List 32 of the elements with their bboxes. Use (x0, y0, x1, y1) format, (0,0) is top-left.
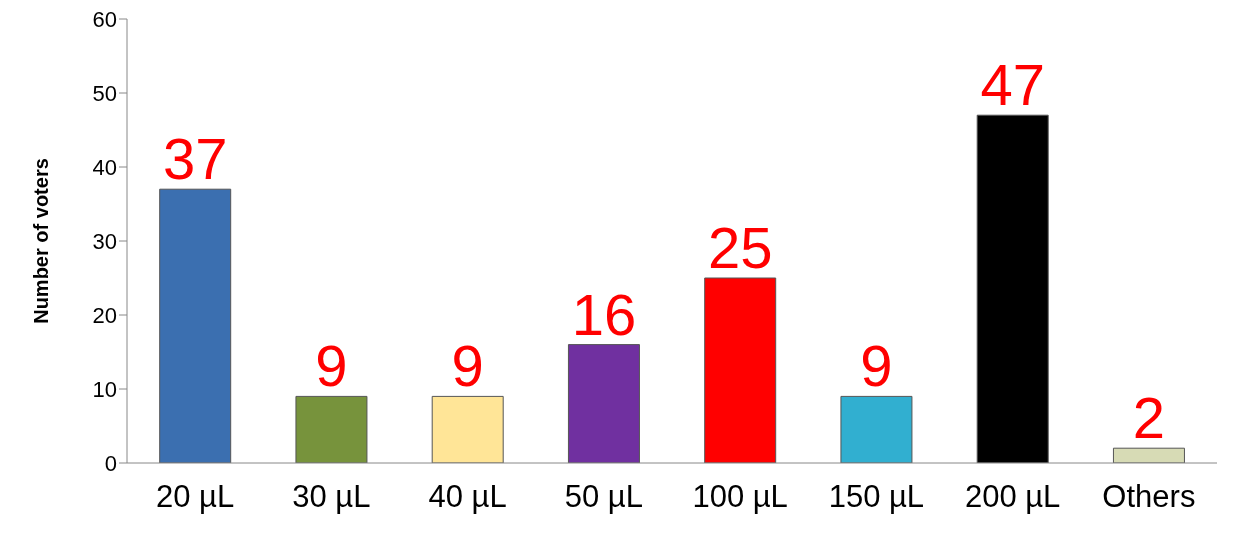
bar (976, 114, 1049, 463)
y-tick-label: 0 (104, 450, 117, 476)
x-tick-label: 150 µL (828, 479, 925, 515)
x-tick-label: 30 µL (292, 479, 371, 515)
bar (295, 395, 368, 463)
bar (704, 277, 777, 463)
data-label: 9 (451, 333, 484, 399)
data-label: 16 (571, 281, 637, 347)
x-tick-label: 20 µL (156, 479, 235, 515)
y-tick-label: 10 (92, 376, 117, 402)
bar (840, 395, 913, 463)
data-label: 37 (162, 126, 228, 192)
bar (431, 395, 504, 463)
bar (1112, 447, 1185, 463)
x-tick-label: 40 µL (428, 479, 507, 515)
y-tick-label: 20 (92, 302, 117, 328)
y-axis-title: Number of voters (30, 158, 53, 324)
x-tick-label: 200 µL (964, 479, 1061, 515)
data-label: 9 (315, 333, 348, 399)
data-label: 25 (707, 215, 773, 280)
bar (159, 188, 232, 463)
x-tick-label: 50 µL (564, 479, 643, 515)
data-label: 47 (980, 52, 1045, 118)
y-tick-label: 50 (92, 80, 117, 106)
y-tick-label: 40 (92, 154, 117, 180)
bar (567, 344, 640, 463)
x-tick-label: 100 µL (692, 479, 788, 515)
data-label: 2 (1132, 385, 1166, 451)
x-tick-label: Others (1102, 479, 1196, 515)
y-tick-label: 60 (92, 6, 117, 32)
y-tick-label: 30 (92, 228, 117, 254)
data-label: 9 (860, 333, 893, 399)
